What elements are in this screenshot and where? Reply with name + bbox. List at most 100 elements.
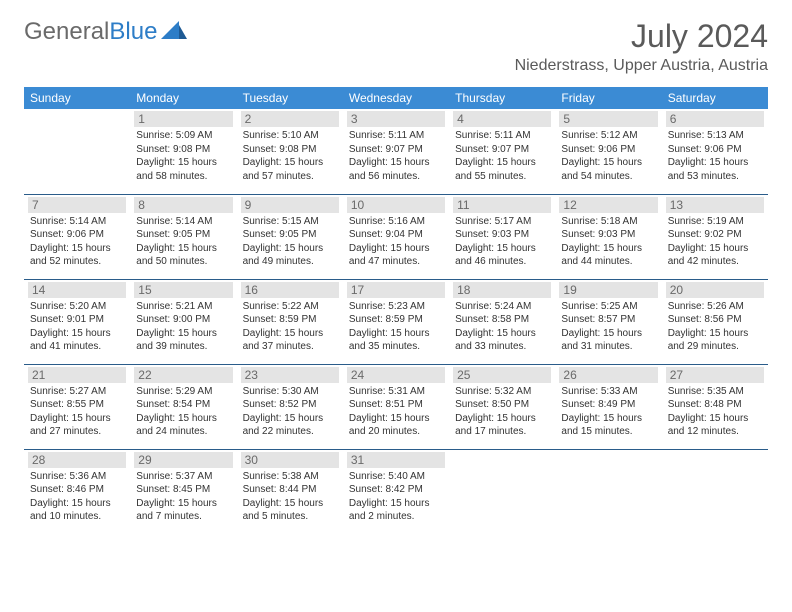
sunset-line: Sunset: 8:44 PM: [243, 483, 337, 497]
calendar-week-row: 7Sunrise: 5:14 AMSunset: 9:06 PMDaylight…: [24, 194, 768, 278]
daylight-line: Daylight: 15 hours and 35 minutes.: [349, 327, 443, 354]
daylight-line: Daylight: 15 hours and 53 minutes.: [668, 156, 762, 183]
day-number: 16: [241, 282, 339, 298]
calendar-cell: 20Sunrise: 5:26 AMSunset: 8:56 PMDayligh…: [662, 279, 768, 363]
day-cell: 5Sunrise: 5:12 AMSunset: 9:06 PMDaylight…: [555, 109, 661, 187]
sunset-line: Sunset: 8:54 PM: [136, 398, 230, 412]
daylight-line: Daylight: 15 hours and 50 minutes.: [136, 242, 230, 269]
day-number: 17: [347, 282, 445, 298]
sunrise-line: Sunrise: 5:33 AM: [561, 385, 655, 399]
daylight-line: Daylight: 15 hours and 52 minutes.: [30, 242, 124, 269]
day-cell: 17Sunrise: 5:23 AMSunset: 8:59 PMDayligh…: [343, 280, 449, 358]
calendar-cell: 12Sunrise: 5:18 AMSunset: 9:03 PMDayligh…: [555, 194, 661, 278]
calendar-cell: 25Sunrise: 5:32 AMSunset: 8:50 PMDayligh…: [449, 364, 555, 448]
calendar-week-row: 1Sunrise: 5:09 AMSunset: 9:08 PMDaylight…: [24, 109, 768, 193]
day-number: 1: [134, 111, 232, 127]
day-number: 29: [134, 452, 232, 468]
sunset-line: Sunset: 9:05 PM: [243, 228, 337, 242]
calendar-week-row: 21Sunrise: 5:27 AMSunset: 8:55 PMDayligh…: [24, 364, 768, 448]
calendar-cell: 27Sunrise: 5:35 AMSunset: 8:48 PMDayligh…: [662, 364, 768, 448]
calendar-week-row: 14Sunrise: 5:20 AMSunset: 9:01 PMDayligh…: [24, 279, 768, 363]
day-header: Wednesday: [343, 87, 449, 109]
sunrise-line: Sunrise: 5:38 AM: [243, 470, 337, 484]
sunset-line: Sunset: 9:01 PM: [30, 313, 124, 327]
sunset-line: Sunset: 9:07 PM: [455, 143, 549, 157]
calendar-cell: 2 Sunrise: 5:10 AMSunset: 9:08 PMDaylight…: [237, 109, 343, 193]
daylight-line: Daylight: 15 hours and 57 minutes.: [243, 156, 337, 183]
sunrise-line: Sunrise: 5:27 AM: [30, 385, 124, 399]
daylight-line: Daylight: 15 hours and 31 minutes.: [561, 327, 655, 354]
calendar-cell: 30Sunrise: 5:38 AMSunset: 8:44 PMDayligh…: [237, 449, 343, 533]
daylight-line: Daylight: 15 hours and 15 minutes.: [561, 412, 655, 439]
daylight-line: Daylight: 15 hours and 17 minutes.: [455, 412, 549, 439]
sunrise-line: Sunrise: 5:29 AM: [136, 385, 230, 399]
triangle-icon: [161, 18, 187, 46]
day-header: Sunday: [24, 87, 130, 109]
sunrise-line: Sunrise: 5:25 AM: [561, 300, 655, 314]
calendar-cell: 1Sunrise: 5:09 AMSunset: 9:08 PMDaylight…: [130, 109, 236, 193]
daylight-line: Daylight: 15 hours and 54 minutes.: [561, 156, 655, 183]
daylight-line: Daylight: 15 hours and 49 minutes.: [243, 242, 337, 269]
day-number: 24: [347, 367, 445, 383]
day-number: 11: [453, 197, 551, 213]
daylight-line: Daylight: 15 hours and 33 minutes.: [455, 327, 549, 354]
calendar-cell: 11Sunrise: 5:17 AMSunset: 9:03 PMDayligh…: [449, 194, 555, 278]
daylight-line: Daylight: 15 hours and 56 minutes.: [349, 156, 443, 183]
day-header: Friday: [555, 87, 661, 109]
sunset-line: Sunset: 8:59 PM: [349, 313, 443, 327]
sunrise-line: Sunrise: 5:30 AM: [243, 385, 337, 399]
calendar-cell: [449, 449, 555, 533]
daylight-line: Daylight: 15 hours and 27 minutes.: [30, 412, 124, 439]
calendar-cell: 31Sunrise: 5:40 AMSunset: 8:42 PMDayligh…: [343, 449, 449, 533]
daylight-line: Daylight: 15 hours and 29 minutes.: [668, 327, 762, 354]
day-cell: 12Sunrise: 5:18 AMSunset: 9:03 PMDayligh…: [555, 195, 661, 273]
daylight-line: Daylight: 15 hours and 2 minutes.: [349, 497, 443, 524]
day-cell: 30Sunrise: 5:38 AMSunset: 8:44 PMDayligh…: [237, 450, 343, 528]
day-info: Sunrise: 5:14 AMSunset: 9:06 PMDaylight:…: [28, 215, 126, 269]
sunrise-line: Sunrise: 5:17 AM: [455, 215, 549, 229]
daylight-line: Daylight: 15 hours and 37 minutes.: [243, 327, 337, 354]
daylight-line: Daylight: 15 hours and 39 minutes.: [136, 327, 230, 354]
day-header: Thursday: [449, 87, 555, 109]
calendar-cell: 22Sunrise: 5:29 AMSunset: 8:54 PMDayligh…: [130, 364, 236, 448]
day-info: Sunrise: 5:27 AMSunset: 8:55 PMDaylight:…: [28, 385, 126, 439]
day-info: Sunrise: 5:33 AMSunset: 8:49 PMDaylight:…: [559, 385, 657, 439]
calendar-cell: 5Sunrise: 5:12 AMSunset: 9:06 PMDaylight…: [555, 109, 661, 193]
sunset-line: Sunset: 8:55 PM: [30, 398, 124, 412]
sunrise-line: Sunrise: 5:20 AM: [30, 300, 124, 314]
day-info: Sunrise: 5:19 AMSunset: 9:02 PMDaylight:…: [666, 215, 764, 269]
day-info: Sunrise: 5:10 AMSunset: 9:08 PMDaylight:…: [241, 129, 339, 183]
sunset-line: Sunset: 9:08 PM: [136, 143, 230, 157]
sunset-line: Sunset: 9:08 PM: [243, 143, 337, 157]
daylight-line: Daylight: 15 hours and 47 minutes.: [349, 242, 443, 269]
calendar-cell: 9Sunrise: 5:15 AMSunset: 9:05 PMDaylight…: [237, 194, 343, 278]
day-cell: 11Sunrise: 5:17 AMSunset: 9:03 PMDayligh…: [449, 195, 555, 273]
day-info: Sunrise: 5:38 AMSunset: 8:44 PMDaylight:…: [241, 470, 339, 524]
sunrise-line: Sunrise: 5:26 AM: [668, 300, 762, 314]
sunrise-line: Sunrise: 5:22 AM: [243, 300, 337, 314]
logo: GeneralBlue: [24, 18, 187, 46]
day-number: 26: [559, 367, 657, 383]
day-number: 27: [666, 367, 764, 383]
day-number: 23: [241, 367, 339, 383]
calendar-cell: 4Sunrise: 5:11 AMSunset: 9:07 PMDaylight…: [449, 109, 555, 193]
day-cell: 25Sunrise: 5:32 AMSunset: 8:50 PMDayligh…: [449, 365, 555, 443]
calendar-cell: 6Sunrise: 5:13 AMSunset: 9:06 PMDaylight…: [662, 109, 768, 193]
day-info: Sunrise: 5:40 AMSunset: 8:42 PMDaylight:…: [347, 470, 445, 524]
day-number: 8: [134, 197, 232, 213]
calendar-cell: 18Sunrise: 5:24 AMSunset: 8:58 PMDayligh…: [449, 279, 555, 363]
day-info: Sunrise: 5:24 AMSunset: 8:58 PMDaylight:…: [453, 300, 551, 354]
day-number: 9: [241, 197, 339, 213]
sunset-line: Sunset: 8:52 PM: [243, 398, 337, 412]
day-number: 2: [241, 111, 339, 127]
day-cell: 13Sunrise: 5:19 AMSunset: 9:02 PMDayligh…: [662, 195, 768, 273]
day-cell: 6Sunrise: 5:13 AMSunset: 9:06 PMDaylight…: [662, 109, 768, 187]
sunrise-line: Sunrise: 5:18 AM: [561, 215, 655, 229]
day-cell: 15Sunrise: 5:21 AMSunset: 9:00 PMDayligh…: [130, 280, 236, 358]
day-info: Sunrise: 5:14 AMSunset: 9:05 PMDaylight:…: [134, 215, 232, 269]
sunset-line: Sunset: 8:48 PM: [668, 398, 762, 412]
calendar-cell: 17Sunrise: 5:23 AMSunset: 8:59 PMDayligh…: [343, 279, 449, 363]
sunrise-line: Sunrise: 5:11 AM: [455, 129, 549, 143]
sunrise-line: Sunrise: 5:19 AM: [668, 215, 762, 229]
calendar-cell: 10Sunrise: 5:16 AMSunset: 9:04 PMDayligh…: [343, 194, 449, 278]
